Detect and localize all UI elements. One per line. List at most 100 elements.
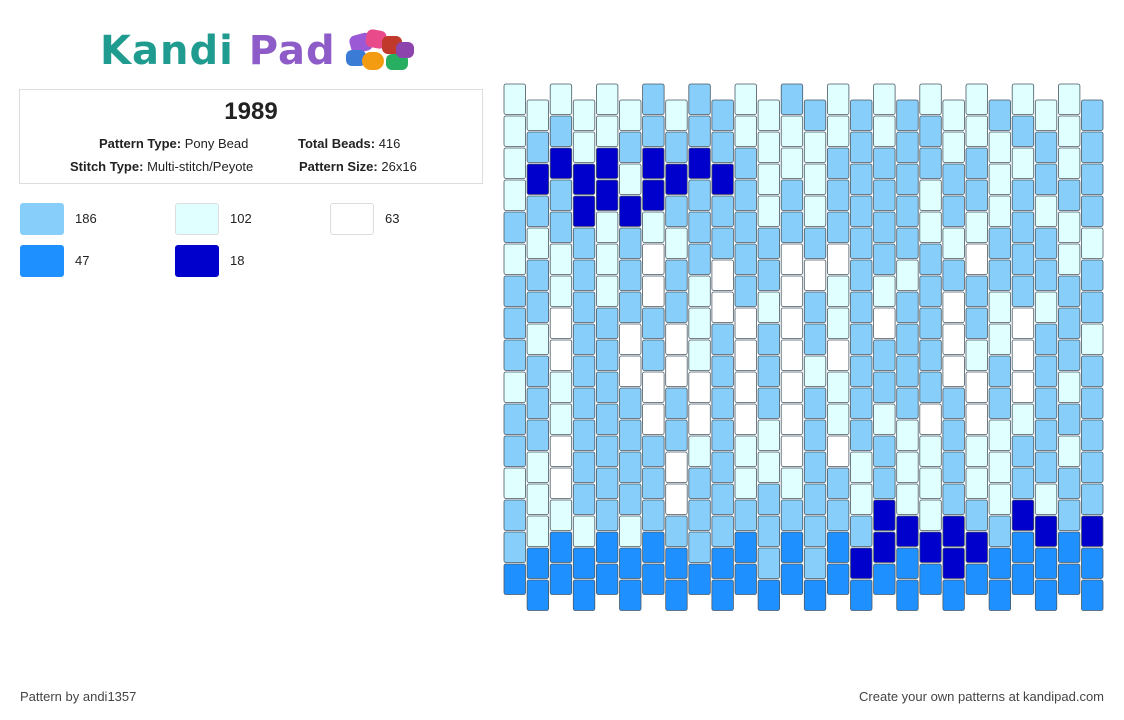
bead [850, 483, 873, 515]
bead [780, 467, 804, 499]
bead [688, 371, 711, 403]
create-patterns-link[interactable]: Create your own patterns at kandipad.com [859, 689, 1104, 704]
bead [665, 227, 688, 259]
bead [1058, 371, 1081, 403]
kandipad-logo[interactable]: Kandi Pad [100, 26, 420, 76]
bead [919, 83, 942, 115]
bead [596, 531, 619, 563]
bead [642, 435, 665, 467]
bead [1011, 115, 1035, 147]
bead [757, 163, 780, 195]
bead [526, 291, 549, 323]
bead [873, 307, 896, 339]
bead [896, 99, 919, 131]
bead [850, 451, 873, 483]
bead [965, 531, 988, 563]
bead [619, 227, 642, 259]
bead [803, 387, 827, 419]
bead [572, 195, 596, 227]
bead [896, 515, 919, 547]
bead [965, 499, 988, 531]
bead [688, 115, 711, 147]
bead [688, 339, 711, 371]
bead [642, 211, 665, 243]
bead [1058, 339, 1081, 371]
bead [988, 387, 1011, 419]
bead [711, 163, 734, 195]
beads-icon [344, 26, 420, 76]
bead [688, 435, 711, 467]
bead [572, 547, 596, 579]
bead [1011, 531, 1035, 563]
bead [1011, 339, 1035, 371]
bead [619, 163, 642, 195]
bead [896, 131, 919, 163]
bead [1034, 131, 1058, 163]
bead [549, 563, 573, 595]
pattern-size-label: Pattern Size: [299, 159, 378, 174]
bead [1034, 579, 1058, 611]
bead [619, 355, 642, 387]
bead [757, 483, 780, 515]
bead [965, 339, 988, 371]
bead [665, 259, 688, 291]
bead [780, 371, 804, 403]
bead [873, 179, 896, 211]
bead [1058, 83, 1081, 115]
bead [596, 435, 619, 467]
bead [572, 387, 596, 419]
bead [549, 499, 573, 531]
bead [942, 355, 965, 387]
bead [919, 179, 942, 211]
bead [665, 355, 688, 387]
legend-count: 63 [385, 211, 400, 226]
bead [688, 275, 711, 307]
bead [526, 451, 549, 483]
bead [503, 211, 526, 243]
bead [896, 259, 919, 291]
bead [873, 563, 896, 595]
bead [965, 275, 988, 307]
bead [549, 179, 573, 211]
bead [896, 579, 919, 611]
bead [757, 227, 780, 259]
bead [1058, 531, 1081, 563]
bead [549, 531, 573, 563]
pattern-title: 1989 [224, 98, 278, 125]
bead [596, 371, 619, 403]
bead [642, 531, 665, 563]
bead [642, 275, 665, 307]
bead [549, 83, 573, 115]
bead [873, 403, 896, 435]
bead [526, 547, 549, 579]
bead [711, 451, 734, 483]
bead [642, 179, 665, 211]
bead [503, 531, 526, 563]
bead [549, 403, 573, 435]
bead [642, 243, 665, 275]
bead [688, 531, 711, 563]
pattern-info-card: 1989 Pattern Type: Pony Bead Total Beads… [19, 89, 483, 184]
bead [942, 419, 965, 451]
bead [688, 307, 711, 339]
total-beads-label: Total Beads: [298, 136, 376, 151]
bead [803, 131, 827, 163]
bead [619, 131, 642, 163]
bead [734, 115, 757, 147]
bead [896, 323, 919, 355]
bead [734, 307, 757, 339]
bead [596, 467, 619, 499]
bead [873, 115, 896, 147]
bead [596, 403, 619, 435]
bead [711, 515, 734, 547]
bead [803, 227, 827, 259]
bead [780, 339, 804, 371]
bead [688, 467, 711, 499]
bead [942, 579, 965, 611]
logo-text: Kandi Pad [100, 28, 336, 74]
bead [850, 195, 873, 227]
stitch-type: Stitch Type: Multi-stitch/Peyote [70, 159, 253, 174]
bead [665, 323, 688, 355]
bead [803, 579, 827, 611]
bead [1011, 435, 1035, 467]
